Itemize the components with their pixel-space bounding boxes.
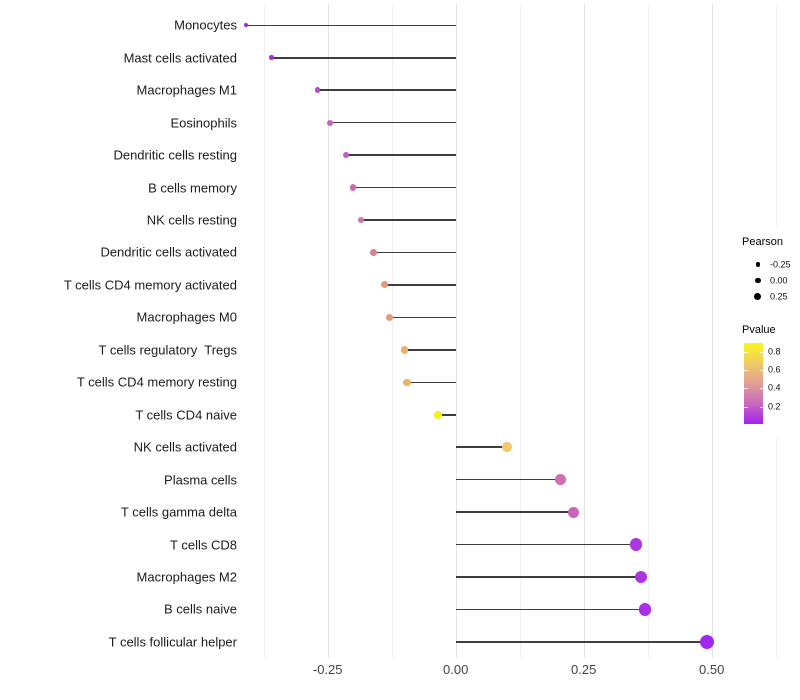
- colorbar: [744, 343, 763, 424]
- lollipop-stem: [330, 121, 456, 124]
- category-label: Plasma cells: [164, 472, 237, 488]
- lollipop-stem: [373, 251, 456, 254]
- lollipop-dot: [243, 23, 248, 28]
- category-label: Macrophages M1: [136, 82, 237, 98]
- gridline-minor-x: [519, 4, 521, 658]
- lollipop-stem: [455, 608, 646, 611]
- colorbar-tick-mark: [744, 388, 748, 389]
- lollipop-stem: [360, 219, 456, 221]
- category-label: B cells naive: [164, 601, 237, 617]
- legend-size-dot: [755, 262, 760, 267]
- lollipop-stem: [384, 284, 456, 286]
- lollipop-dot: [567, 506, 579, 518]
- lollipop-stem: [245, 24, 456, 27]
- lollipop-stem: [345, 154, 456, 156]
- legend-size-dot: [754, 277, 761, 284]
- lollipop-stem: [455, 511, 574, 513]
- category-label: T cells follicular helper: [108, 634, 237, 650]
- lollipop-stem: [389, 316, 456, 319]
- category-label: Macrophages M2: [136, 569, 237, 585]
- x-tick-label: 0.00: [443, 662, 469, 677]
- colorbar-tick-mark: [744, 352, 748, 353]
- legend-title-pearson: Pearson: [742, 236, 783, 248]
- colorbar-tick-label: 0.8: [768, 346, 781, 357]
- gridline-minor-x: [647, 4, 649, 658]
- category-label: T cells CD4 memory resting: [76, 374, 237, 390]
- gridline-major-x: [711, 4, 713, 658]
- x-tick-label: 0.25: [571, 662, 597, 677]
- lollipop-dot: [555, 474, 567, 486]
- colorbar-tick-label: 0.4: [768, 382, 781, 393]
- category-label: B cells memory: [148, 180, 237, 196]
- lollipop-dot: [350, 184, 357, 191]
- x-tick-label: 0.50: [699, 662, 725, 677]
- lollipop-dot: [638, 603, 652, 616]
- category-label: NK cells activated: [133, 439, 237, 455]
- colorbar-tick-mark: [759, 352, 763, 353]
- gridline-minor-x: [263, 4, 265, 658]
- category-label: T cells CD4 memory activated: [63, 277, 237, 293]
- category-label: Macrophages M0: [136, 309, 237, 325]
- lollipop-stem: [404, 349, 456, 351]
- lollipop-stem: [455, 641, 707, 643]
- legend-size-label: 0.00: [770, 275, 788, 285]
- colorbar-tick-label: 0.2: [768, 401, 781, 412]
- lollipop-dot: [433, 410, 442, 419]
- colorbar-tick-mark: [759, 407, 763, 408]
- legend-title-pvalue: Pvalue: [742, 324, 776, 336]
- colorbar-tick-mark: [744, 369, 748, 371]
- gridline-major-x: [455, 4, 457, 658]
- lollipop-stem: [317, 89, 456, 91]
- category-label: T cells CD8: [170, 537, 237, 553]
- category-label: Dendritic cells resting: [113, 147, 237, 163]
- lollipop-dot: [380, 281, 388, 289]
- lollipop-dot: [314, 87, 321, 93]
- category-label: Mast cells activated: [123, 50, 237, 66]
- colorbar-tick-label: 0.6: [768, 364, 781, 374]
- lollipop-stem: [455, 446, 507, 448]
- category-label: Monocytes: [174, 17, 237, 33]
- legend-size-label: -0.25: [770, 259, 791, 269]
- lollipop-dot: [403, 378, 411, 387]
- colorbar-tick-mark: [744, 407, 748, 408]
- lollipop-dot: [699, 634, 714, 649]
- lollipop-dot: [370, 249, 378, 256]
- x-tick-label: -0.25: [312, 662, 343, 677]
- colorbar-tick-mark: [759, 388, 763, 389]
- lollipop-stem: [353, 186, 456, 189]
- category-label: NK cells resting: [146, 212, 237, 228]
- lollipop-stem: [455, 576, 642, 578]
- lollipop-dot: [357, 216, 365, 224]
- lollipop-stem: [455, 543, 636, 546]
- legend-size-label: 0.25: [770, 291, 788, 301]
- category-label: T cells regulatory Tregs: [98, 342, 237, 358]
- lollipop-dot: [327, 119, 334, 126]
- lollipop-stem: [455, 478, 561, 481]
- lollipop-dot: [385, 313, 393, 321]
- lollipop-dot: [629, 538, 643, 551]
- lollipop-dot: [269, 55, 274, 61]
- gridline-major-x: [583, 4, 585, 658]
- colorbar-tick-mark: [759, 369, 763, 371]
- legend-size-dot: [754, 293, 762, 300]
- lollipop-dot: [634, 570, 648, 584]
- category-label: Eosinophils: [170, 115, 238, 131]
- lollipop-stem: [271, 57, 456, 59]
- lollipop-dot: [502, 442, 512, 453]
- category-label: T cells gamma delta: [120, 504, 237, 520]
- gridline-major-x: [327, 4, 329, 658]
- lollipop-dot: [342, 152, 349, 159]
- lollipop-dot: [400, 346, 409, 354]
- category-label: Dendritic cells activated: [100, 244, 237, 260]
- gridline-minor-x: [391, 4, 393, 658]
- category-label: T cells CD4 naive: [135, 407, 237, 423]
- lollipop-stem: [437, 414, 456, 416]
- lollipop-stem: [407, 381, 456, 384]
